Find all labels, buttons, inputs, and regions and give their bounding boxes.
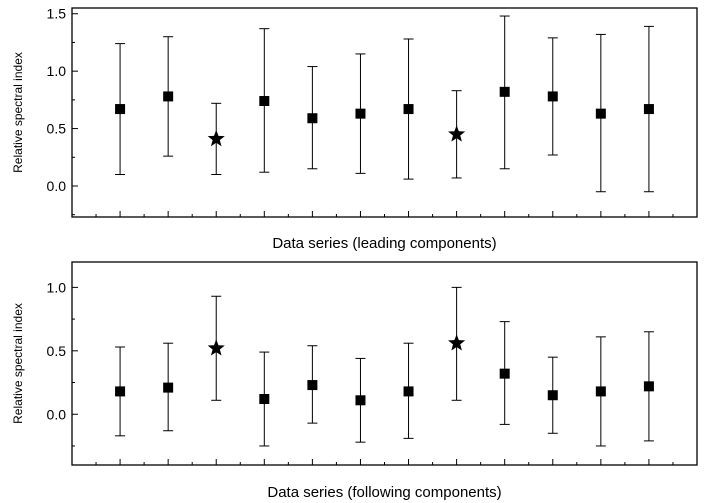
top-y-tick-label: 1.0 [47, 63, 67, 79]
bottom-square-point [643, 381, 654, 392]
top-square-point [163, 91, 174, 102]
top-y-axis-label: Relative spectral index [11, 52, 25, 173]
top-y-tick-label: 0.0 [47, 178, 67, 194]
bottom-square-point [259, 394, 270, 405]
bottom-square-point [499, 368, 510, 379]
bottom-star-point [448, 334, 466, 351]
bottom-star-point [207, 339, 225, 356]
bottom-y-tick-label: 0.0 [47, 406, 67, 422]
top-square-point [115, 104, 126, 115]
bottom-square-point [547, 390, 558, 401]
top-panel: 0.0 0.5 1.0 1.5 Data series (leading compon… [11, 6, 698, 252]
bottom-plot-marks [115, 286, 654, 447]
top-square-point [499, 86, 510, 97]
bottom-square-point [307, 380, 318, 391]
top-star-point [207, 129, 225, 147]
bottom-square-point [163, 382, 174, 393]
bottom-square-point [595, 386, 606, 397]
bottom-square-point [355, 395, 366, 406]
bottom-y-axis-label: Relative spectral index [11, 303, 25, 424]
bottom-y-tick-label: 1.0 [47, 279, 67, 295]
top-square-point [595, 108, 606, 119]
bottom-axis-ticks: 0.0 0.5 1.0 [47, 279, 674, 465]
bottom-y-tick-label: 0.5 [47, 343, 67, 359]
top-x-axis-label: Data series (leading components) [272, 235, 496, 252]
top-square-point [403, 104, 414, 115]
top-square-point [307, 113, 318, 124]
bottom-panel: 0.0 0.5 1.0 Data series (following compone… [11, 261, 698, 501]
top-y-tick-label: 0.5 [47, 121, 67, 137]
bottom-plot-frame [71, 261, 698, 466]
top-square-point [547, 91, 558, 102]
top-square-point [355, 108, 366, 119]
top-axis-ticks: 0.0 0.5 1.0 1.5 [47, 6, 674, 217]
top-square-point [643, 104, 654, 115]
top-y-tick-label: 1.5 [47, 6, 67, 22]
bottom-x-axis-label: Data series (following components) [267, 484, 501, 501]
bottom-square-point [115, 386, 126, 397]
top-star-point [448, 125, 466, 142]
top-plot-marks [115, 15, 654, 193]
bottom-square-point [403, 386, 414, 397]
top-square-point [259, 96, 270, 107]
